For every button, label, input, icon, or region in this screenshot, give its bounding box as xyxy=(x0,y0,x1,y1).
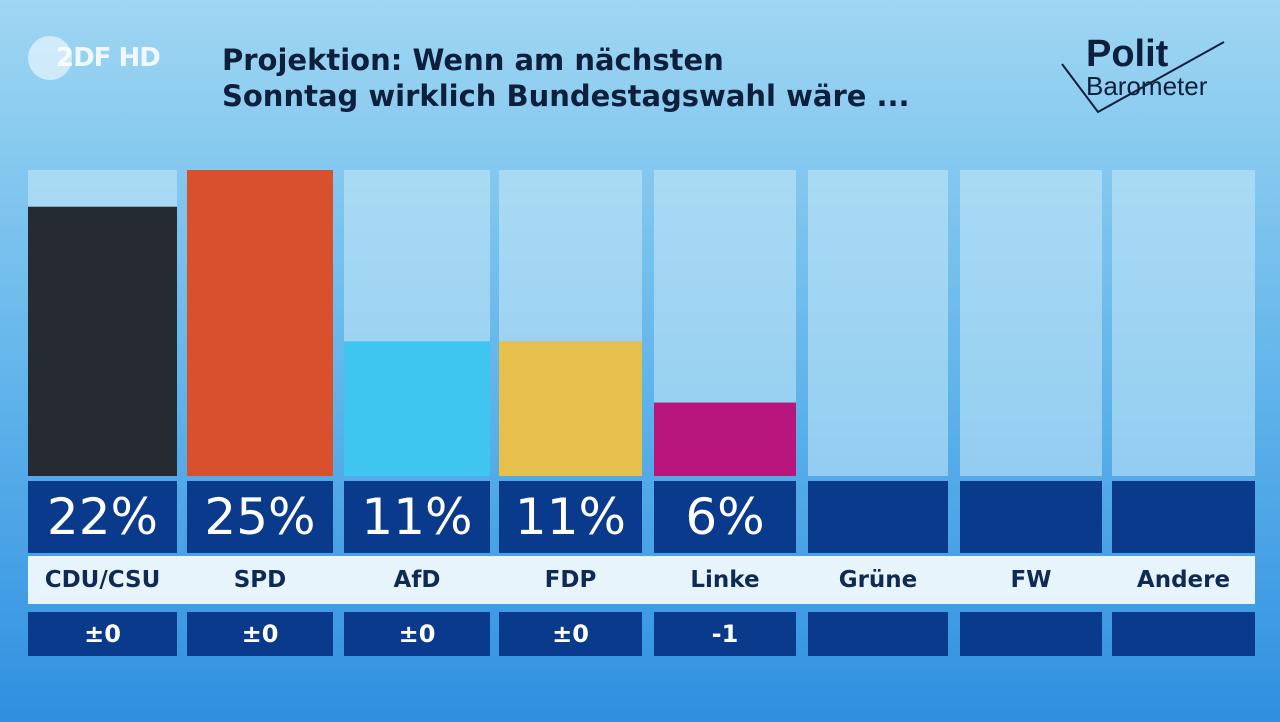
brand-line-2: Barometer xyxy=(1086,71,1208,101)
chart-title-line-2: Sonntag wirklich Bundestagswahl wäre ... xyxy=(222,79,910,113)
bar-spd xyxy=(187,170,333,476)
value-label: 11% xyxy=(344,481,490,553)
value-label xyxy=(1112,481,1255,553)
category-label: SPD xyxy=(233,567,287,593)
category-label: AfD xyxy=(393,567,441,593)
bar-cdu-csu xyxy=(28,206,177,476)
change-label: ±0 xyxy=(499,612,642,656)
bar-linke xyxy=(654,402,796,476)
party-label-band xyxy=(28,556,1255,604)
category-label: Grüne xyxy=(838,567,918,593)
change-label: ±0 xyxy=(28,612,177,656)
bar-track xyxy=(808,170,948,476)
chart-title: Projektion: Wenn am nächsten Sonntag wir… xyxy=(222,42,982,114)
value-label: 25% xyxy=(187,481,333,553)
broadcaster-logo-text: 2DF HD xyxy=(56,43,161,73)
value-label: 22% xyxy=(28,481,177,553)
value-label: 6% xyxy=(654,481,796,553)
bar-track xyxy=(1112,170,1255,476)
value-label xyxy=(960,481,1102,553)
broadcaster-logo: 2DF HD xyxy=(28,36,168,80)
category-label: FW xyxy=(1010,567,1052,593)
change-label xyxy=(960,612,1102,656)
change-label: ±0 xyxy=(187,612,333,656)
category-label: Linke xyxy=(690,567,760,593)
change-label: -1 xyxy=(654,612,796,656)
bar-track xyxy=(960,170,1102,476)
brand-line-1: Polit xyxy=(1086,33,1169,75)
value-label xyxy=(808,481,948,553)
value-label: 11% xyxy=(499,481,642,553)
bar-afd xyxy=(344,341,490,476)
category-label: Andere xyxy=(1136,567,1231,593)
category-label: CDU/CSU xyxy=(44,567,161,593)
chart-title-line-1: Projektion: Wenn am nächsten xyxy=(222,43,724,77)
broadcaster-logo-disc xyxy=(28,36,72,80)
change-label: ±0 xyxy=(344,612,490,656)
politbarometer-logo: Polit Barometer xyxy=(1058,34,1238,118)
change-label xyxy=(1112,612,1255,656)
bar-fdp xyxy=(499,341,642,476)
checkmark-icon xyxy=(1061,41,1225,114)
change-label xyxy=(808,612,948,656)
category-label: FDP xyxy=(544,567,597,593)
